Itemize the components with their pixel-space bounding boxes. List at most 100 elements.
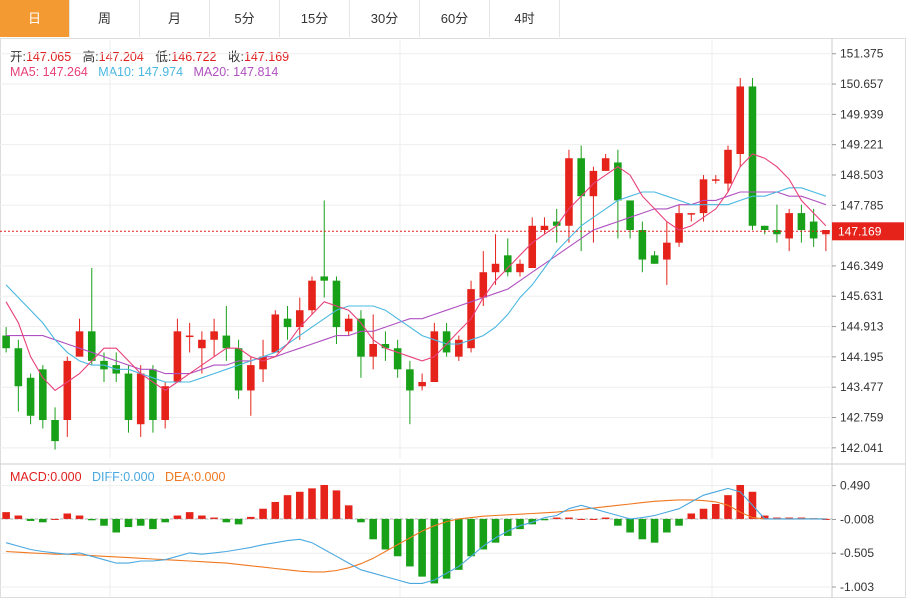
candle-body: [39, 369, 47, 420]
macd-bar: [503, 518, 512, 536]
candle-body: [699, 179, 708, 214]
candle-body: [2, 335, 10, 349]
candle-body: [283, 318, 292, 328]
tab-60min[interactable]: 60分: [420, 0, 490, 37]
macd-bar: [455, 518, 463, 570]
candle-body: [528, 225, 537, 268]
macd-bar: [552, 517, 561, 519]
macd-bar: [589, 518, 598, 520]
tab-30min[interactable]: 30分: [350, 0, 420, 37]
macd-bar: [687, 513, 696, 519]
candle-body: [565, 158, 573, 226]
candle-body: [760, 225, 769, 230]
macd-bar: [320, 484, 329, 519]
tab-week[interactable]: 周: [70, 0, 140, 37]
candle: [491, 234, 500, 285]
tab-15min[interactable]: 15分: [280, 0, 350, 37]
candle-body: [516, 263, 524, 273]
macd-bar: [577, 518, 585, 520]
macd-bar: [601, 517, 610, 519]
candle-body: [650, 255, 659, 264]
macd-bar: [161, 518, 169, 523]
macd-bar: [638, 518, 647, 540]
candle: [393, 339, 402, 378]
price-tick-label: 144.913: [840, 320, 884, 334]
candle-body: [552, 221, 561, 226]
macd-bar: [442, 518, 451, 579]
candle: [26, 373, 35, 425]
macd-bar: [124, 518, 133, 528]
candle: [149, 365, 157, 433]
diff-line: [5, 487, 826, 584]
macd-bar: [247, 516, 255, 519]
macd-bar: [357, 518, 365, 523]
candle-body: [259, 356, 267, 370]
candle: [357, 310, 365, 378]
macd-bar: [675, 518, 683, 526]
macd-bar: [528, 518, 537, 525]
dea-legend-item: DEA:0.000: [164, 470, 226, 484]
candle-body: [626, 200, 634, 230]
price-tick-label: 146.349: [840, 259, 884, 273]
candle-body: [308, 280, 316, 311]
tab-5min[interactable]: 5分: [210, 0, 280, 37]
candle-body: [210, 331, 218, 340]
candle-body: [124, 373, 133, 420]
price-tick-label: 149.939: [840, 107, 884, 121]
macd-bar: [663, 518, 671, 533]
macd-bar: [308, 488, 316, 519]
candle-body: [75, 331, 84, 357]
macd-bar: [210, 517, 218, 519]
candle: [320, 200, 329, 298]
macd-bar: [430, 518, 439, 584]
candle-body: [198, 339, 206, 349]
candle-body: [479, 272, 488, 298]
candle: [577, 145, 585, 252]
tab-4hour[interactable]: 4时: [490, 0, 560, 37]
candle-body: [822, 230, 830, 235]
tab-month[interactable]: 月: [140, 0, 210, 37]
candle: [14, 339, 23, 412]
candle: [785, 208, 793, 252]
candle-body: [357, 318, 365, 357]
macd-bar: [39, 518, 47, 523]
macd-bar: [650, 518, 659, 543]
timeframe-tabs: 日 周 月 5分 15分 30分 60分 4时: [0, 0, 906, 39]
macd-bar: [760, 515, 769, 519]
candle-body: [332, 280, 341, 328]
candle-body: [601, 158, 610, 171]
macd-bar: [14, 515, 23, 519]
candle: [809, 208, 818, 247]
candle: [185, 322, 194, 353]
candle: [442, 322, 451, 357]
candle-body: [663, 242, 671, 260]
candle-body: [149, 369, 157, 420]
macd-bar: [234, 518, 243, 525]
candle: [75, 318, 84, 357]
candle: [638, 221, 647, 273]
candle: [455, 335, 463, 361]
candle: [63, 356, 72, 437]
tab-day[interactable]: 日: [0, 0, 70, 37]
candle: [503, 238, 512, 277]
candle: [124, 365, 133, 433]
candle: [687, 213, 696, 222]
candlestick-chart: 151.375 150.657 149.939 149.221 148.503 147.7…: [0, 38, 906, 598]
candle: [663, 221, 671, 285]
candle: [210, 318, 218, 357]
macd-bar: [136, 518, 145, 526]
candle-body: [173, 331, 182, 382]
macd-bar: [222, 518, 231, 523]
price-tick-label: 144.195: [840, 350, 884, 364]
macd-bar: [516, 518, 524, 530]
candle: [39, 365, 47, 429]
macd-bar: [173, 515, 182, 519]
candle: [711, 175, 720, 184]
price-tick-label: 150.657: [840, 77, 884, 91]
price-tick-label: 143.477: [840, 380, 884, 394]
ma10-legend: MA10: 147.974: [98, 65, 184, 79]
ma10-line: [5, 187, 827, 383]
current-price-label: 147.169: [838, 224, 882, 238]
candle-body: [344, 318, 353, 332]
macd-bar: [785, 517, 793, 519]
